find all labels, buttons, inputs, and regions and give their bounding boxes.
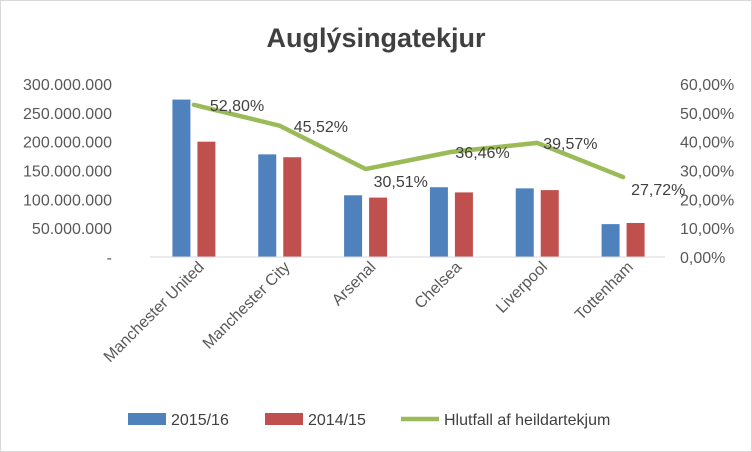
right-tick-label: 20,00% [680, 192, 734, 209]
legend-label: 2014/15 [308, 412, 366, 429]
bar-2015-16 [601, 224, 620, 257]
bar-2015-16 [344, 195, 363, 257]
line-data-label: 27,72% [631, 182, 685, 199]
right-tick-label: 10,00% [680, 221, 734, 238]
chart-title: Auglýsingatekjur [266, 23, 486, 53]
bar-2014-15 [540, 190, 559, 257]
line-data-label: 36,46% [455, 145, 509, 162]
bar-2015-16 [429, 187, 448, 257]
right-tick-label: 30,00% [680, 164, 734, 181]
legend-swatch [128, 413, 166, 425]
left-axis-ticks: - 50.000.000 100.000.000 150.000.000 200.000… [23, 77, 112, 267]
bar-2015-16 [258, 154, 277, 257]
legend-label: Hlutfall af heildartekjum [444, 412, 610, 429]
line-data-labels: 52,80% 45,52% 30,51% 36,46% 39,57% 27,72% [210, 98, 685, 199]
legend-label: 2015/16 [171, 412, 229, 429]
left-tick-label: 50.000.000 [32, 221, 112, 238]
right-axis-ticks: 0,00% 10,00% 20,00% 30,00% 40,00% 50,00% 60,00… [680, 77, 734, 267]
right-tick-label: 0,00% [680, 250, 725, 267]
left-tick-label: - [107, 250, 112, 267]
left-tick-label: 100.000.000 [23, 192, 112, 209]
bar-2014-15 [626, 222, 645, 257]
left-tick-label: 200.000.000 [23, 135, 112, 152]
bar-2014-15 [454, 192, 473, 257]
legend-swatch [265, 413, 303, 425]
line-data-label: 39,57% [543, 136, 597, 153]
bars [172, 99, 645, 257]
bar-2015-16 [515, 188, 534, 257]
right-tick-label: 50,00% [680, 106, 734, 123]
line-hlutfall [191, 102, 626, 180]
line-data-label: 52,80% [210, 98, 264, 115]
left-tick-label: 300.000.000 [23, 77, 112, 94]
line-series [191, 102, 626, 180]
left-tick-label: 250.000.000 [23, 106, 112, 123]
bar-2014-15 [197, 141, 216, 257]
left-tick-label: 150.000.000 [23, 164, 112, 181]
legend: 2015/16 2014/15 Hlutfall af heildartekjum [128, 412, 610, 429]
line-data-label: 45,52% [294, 119, 348, 136]
right-tick-label: 40,00% [680, 135, 734, 152]
bar-2015-16 [172, 99, 191, 257]
line-data-label: 30,51% [374, 174, 428, 191]
right-tick-label: 60,00% [680, 77, 734, 94]
bar-2014-15 [283, 157, 302, 257]
bar-2014-15 [369, 197, 388, 257]
